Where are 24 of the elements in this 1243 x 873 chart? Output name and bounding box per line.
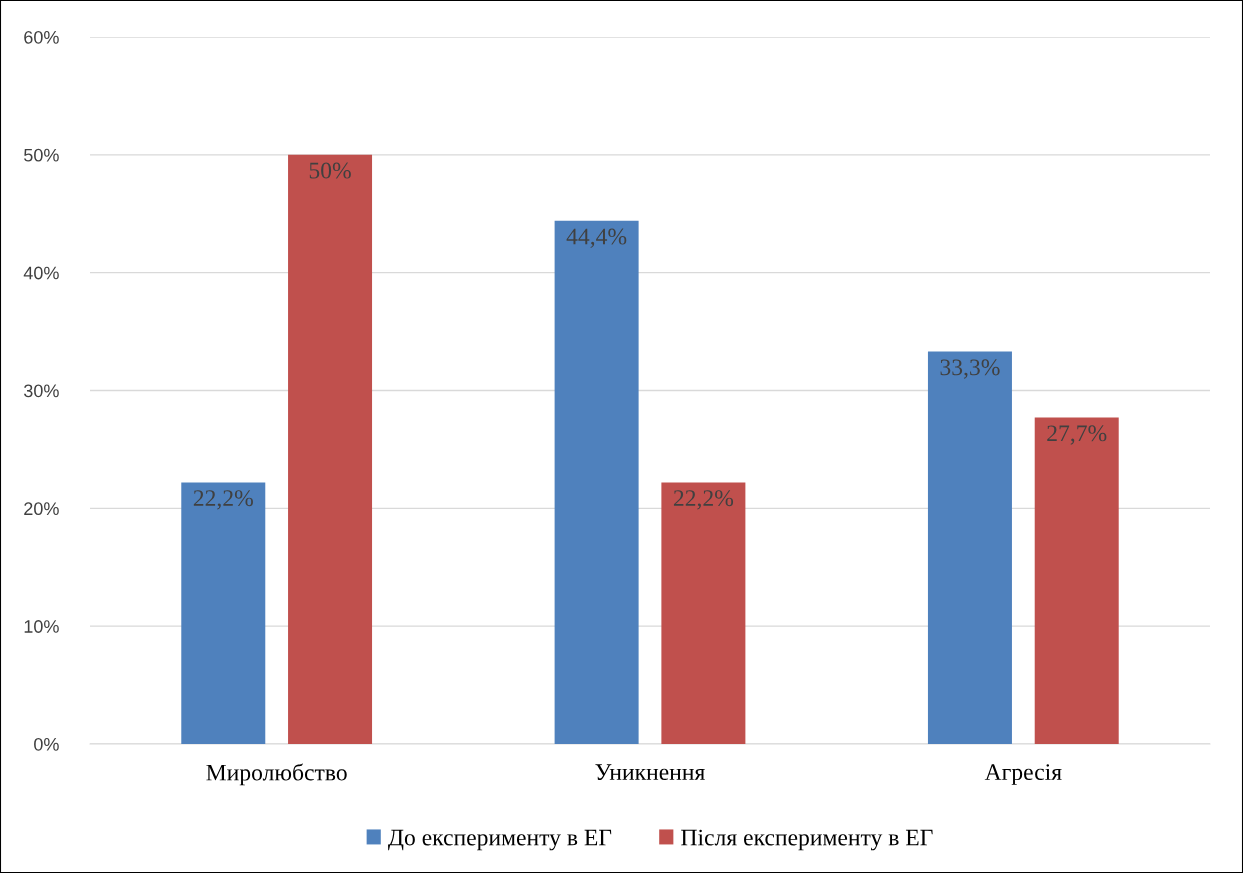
x-tick-label: Миролюбство [206,763,347,786]
data-label: 50% [309,162,351,179]
data-label: 44,4% [566,228,627,248]
bar [288,154,373,744]
y-tick-label: 20% [24,502,59,516]
data-label: 27,7% [1047,425,1107,445]
bar [554,220,639,744]
y-tick-label: 60% [24,30,59,44]
legend-label: Після експерименту в ЕГ [681,829,933,851]
legend-label: До експерименту в ЕГ [388,829,612,851]
bar [661,482,746,744]
bar [927,351,1012,744]
bar [1034,417,1119,744]
x-tick-label: Уникнення [595,764,705,781]
bar [181,482,266,744]
data-label: 22,2% [673,490,734,510]
data-label: 22,2% [193,490,253,510]
data-label: 33,3% [940,359,1000,379]
y-tick-label: 30% [24,384,59,398]
y-tick-label: 50% [24,148,59,162]
y-tick-label: 10% [24,620,59,633]
y-tick-label: 0% [34,737,59,751]
x-tick-label: Агресія [984,764,1062,785]
y-tick-label: 40% [23,266,59,280]
